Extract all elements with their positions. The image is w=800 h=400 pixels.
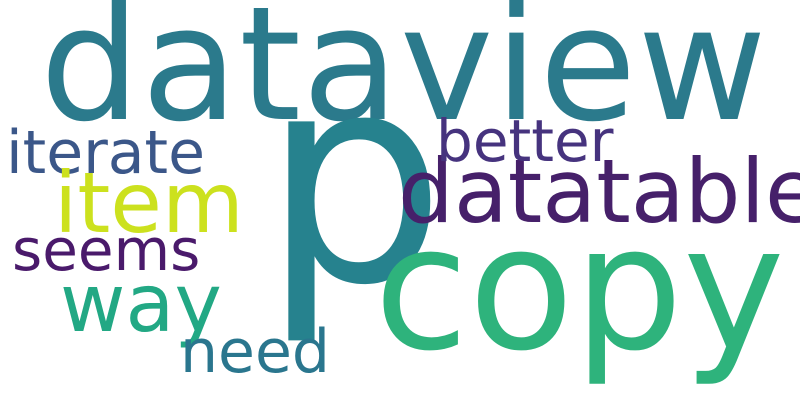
word-p: p — [262, 12, 447, 349]
word-way: way — [60, 257, 222, 350]
word-need: need — [180, 317, 330, 387]
word-seems: seems — [12, 216, 201, 284]
word-dataview: dataview — [40, 0, 768, 157]
word-better: better — [436, 107, 614, 175]
word-copy: copy — [374, 188, 785, 389]
word-datatable: datatable — [398, 140, 800, 243]
word-item: item — [54, 154, 244, 252]
word-iterate: iterate — [6, 118, 205, 188]
